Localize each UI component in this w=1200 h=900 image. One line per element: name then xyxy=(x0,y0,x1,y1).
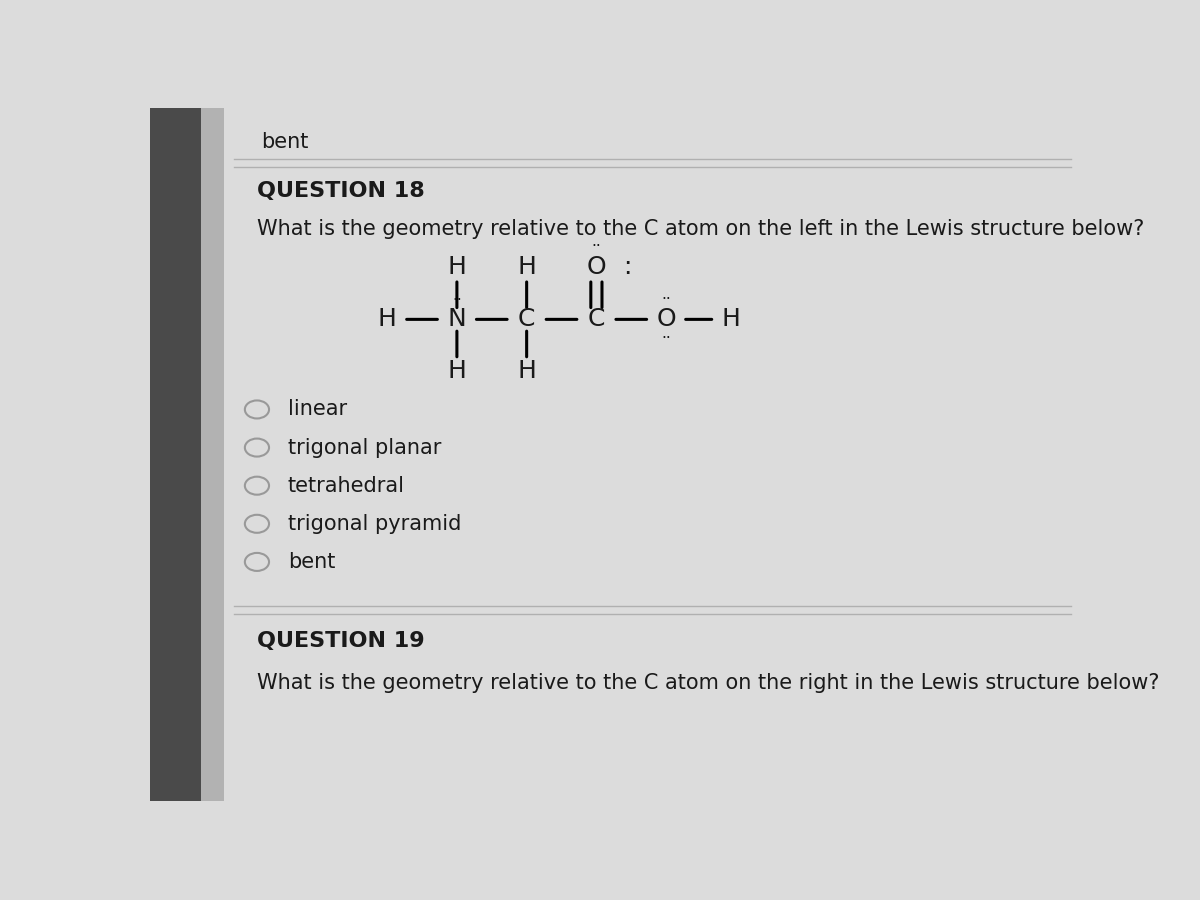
Text: H: H xyxy=(448,359,467,383)
Text: H: H xyxy=(517,256,536,279)
Text: ··: ·· xyxy=(661,331,671,346)
Text: ··: ·· xyxy=(661,292,671,308)
Text: :: : xyxy=(623,256,631,279)
Text: tetrahedral: tetrahedral xyxy=(288,476,404,496)
Text: H: H xyxy=(378,308,396,331)
Text: bent: bent xyxy=(262,132,308,152)
Text: H: H xyxy=(448,256,467,279)
FancyBboxPatch shape xyxy=(150,108,202,801)
Text: trigonal planar: trigonal planar xyxy=(288,437,442,457)
Text: H: H xyxy=(722,308,740,331)
Text: What is the geometry relative to the C atom on the right in the Lewis structure : What is the geometry relative to the C a… xyxy=(257,673,1159,693)
Text: trigonal pyramid: trigonal pyramid xyxy=(288,514,461,534)
Text: ··: ·· xyxy=(452,293,462,308)
Text: O: O xyxy=(587,256,606,279)
Text: ··: ·· xyxy=(592,239,601,254)
Text: O: O xyxy=(656,308,676,331)
FancyBboxPatch shape xyxy=(202,108,224,801)
Text: H: H xyxy=(517,359,536,383)
Text: QUESTION 19: QUESTION 19 xyxy=(257,631,425,652)
Text: N: N xyxy=(448,308,467,331)
Text: C: C xyxy=(588,308,605,331)
Text: What is the geometry relative to the C atom on the left in the Lewis structure b: What is the geometry relative to the C a… xyxy=(257,219,1145,238)
Text: QUESTION 18: QUESTION 18 xyxy=(257,181,425,201)
Text: linear: linear xyxy=(288,400,347,419)
Text: bent: bent xyxy=(288,552,335,572)
Text: C: C xyxy=(518,308,535,331)
